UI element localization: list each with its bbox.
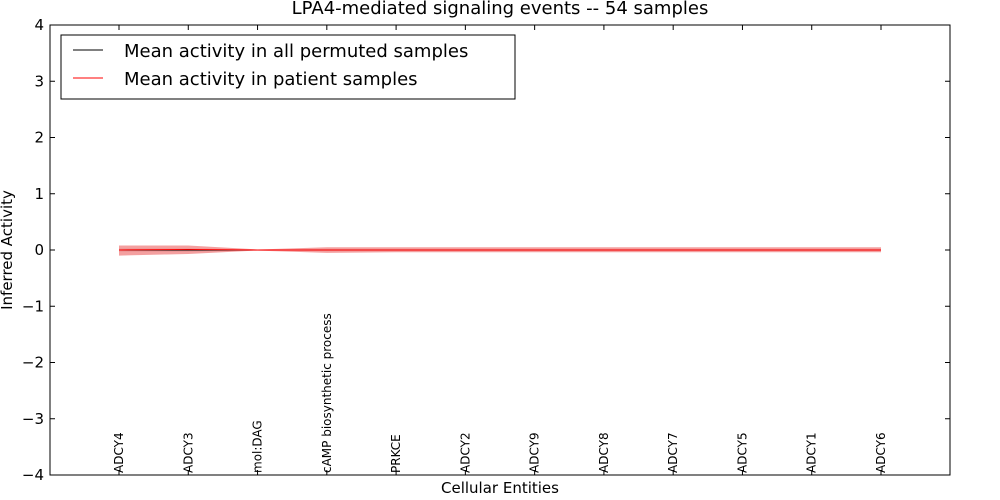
x-tick-label: ADCY6: [874, 432, 888, 473]
y-tick-label: 1: [34, 185, 44, 203]
legend-label-patient: Mean activity in patient samples: [124, 69, 418, 90]
x-axis-ticks: ADCY4 ADCY3 mol:DAG cAMP biosynthetic proce…: [112, 25, 888, 475]
chart-title: LPA4-mediated signaling events -- 54 sam…: [292, 0, 709, 19]
y-tick-label: 0: [34, 241, 44, 259]
legend: Mean activity in all permuted samples Me…: [60, 34, 516, 100]
patient-band: [119, 245, 881, 256]
x-tick-label: ADCY2: [458, 432, 472, 473]
series-lines: [118, 248, 881, 251]
x-tick-label: ADCY5: [735, 432, 749, 473]
plot-frame: [49, 24, 951, 476]
legend-box: [60, 34, 516, 100]
x-tick-label: mol:DAG: [251, 420, 265, 473]
x-tick-label: ADCY7: [666, 432, 680, 473]
x-tick-label: cAMP biosynthetic process: [320, 313, 334, 473]
y-axis-label: Inferred Activity: [0, 190, 16, 310]
x-tick-label: ADCY8: [597, 432, 611, 473]
x-tick-label: ADCY1: [805, 432, 819, 473]
legend-label-permuted: Mean activity in all permuted samples: [124, 41, 468, 62]
x-tick-label: PRKCE: [389, 434, 403, 473]
y-tick-label: 2: [34, 129, 44, 147]
patient-mean-line: [118, 248, 881, 251]
y-tick-label: 4: [34, 16, 44, 34]
x-tick-label: ADCY4: [112, 432, 126, 473]
y-tick-label: −4: [22, 466, 44, 484]
x-tick-label: ADCY3: [181, 432, 195, 473]
confidence-bands: [119, 245, 881, 256]
y-tick-label: −2: [22, 354, 44, 372]
x-axis-label: Cellular Entities: [441, 479, 559, 497]
y-axis-ticks: 4 3 2 1 0 −1 −2 −3 −4: [22, 16, 950, 484]
x-tick-label: ADCY9: [528, 432, 542, 473]
y-tick-label: −1: [22, 297, 44, 315]
y-tick-label: 3: [34, 72, 44, 90]
y-tick-label: −3: [22, 410, 44, 428]
